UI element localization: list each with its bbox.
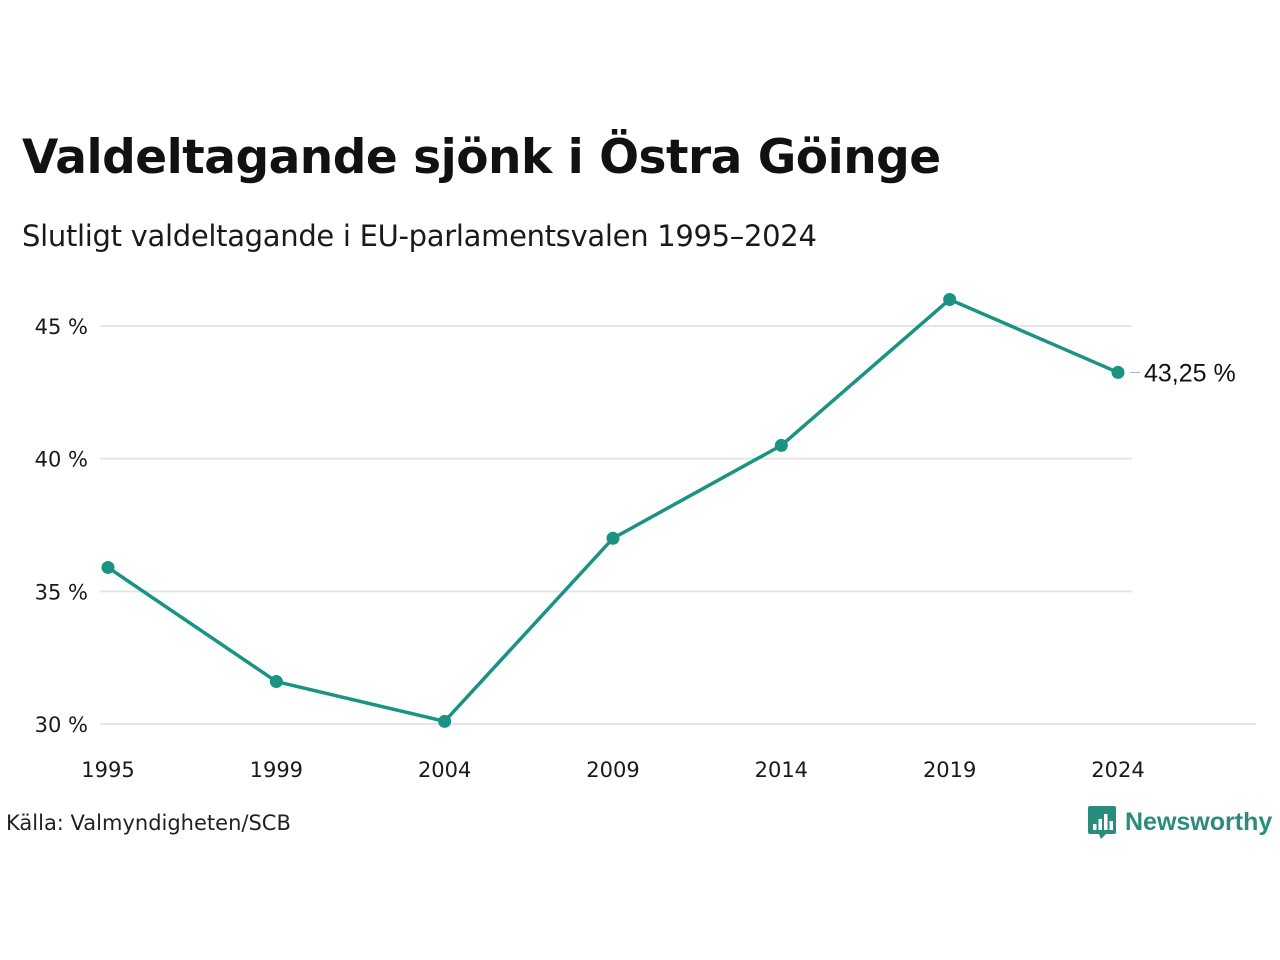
x-tick-label: 1999 [250, 758, 303, 782]
gridlines [100, 325, 1256, 725]
y-axis: 30 % 35 % 40 % 45 % [35, 315, 88, 737]
y-tick-label: 45 % [35, 315, 88, 339]
brand-name: Newsworthy [1125, 807, 1273, 836]
end-value-label: 43,25 % [1144, 359, 1236, 387]
y-tick-label: 30 % [35, 713, 88, 737]
data-point-2024 [1111, 365, 1125, 379]
data-point-2009 [606, 531, 620, 545]
source-note: Källa: Valmyndigheten/SCB [6, 811, 291, 835]
series [101, 292, 1125, 728]
data-point-2014 [774, 438, 788, 452]
annotations: 43,25 % [1130, 359, 1236, 387]
chart-subtitle: Slutligt valdeltagande i EU-parlamentsva… [22, 219, 817, 253]
y-tick-label: 35 % [35, 580, 88, 604]
x-tick-label: 1995 [81, 758, 134, 782]
data-point-2019 [943, 292, 957, 306]
y-tick-label: 40 % [35, 448, 88, 472]
x-tick-label: 2024 [1091, 758, 1144, 782]
chart-title: Valdeltagande sjönk i Östra Göinge [22, 130, 941, 185]
data-point-2004 [438, 714, 452, 728]
x-axis: 1995 1999 2004 2009 2014 2019 2024 [81, 758, 1144, 782]
bar-chart-speech-bubble-icon [1088, 806, 1116, 839]
data-point-1995 [101, 560, 115, 574]
series-line [106, 297, 1120, 724]
brand-logo[interactable]: Newsworthy [1087, 802, 1272, 842]
x-tick-label: 2019 [923, 758, 976, 782]
x-tick-label: 2004 [418, 758, 471, 782]
x-tick-label: 2009 [586, 758, 639, 782]
data-point-1999 [269, 675, 283, 689]
x-tick-label: 2014 [755, 758, 808, 782]
